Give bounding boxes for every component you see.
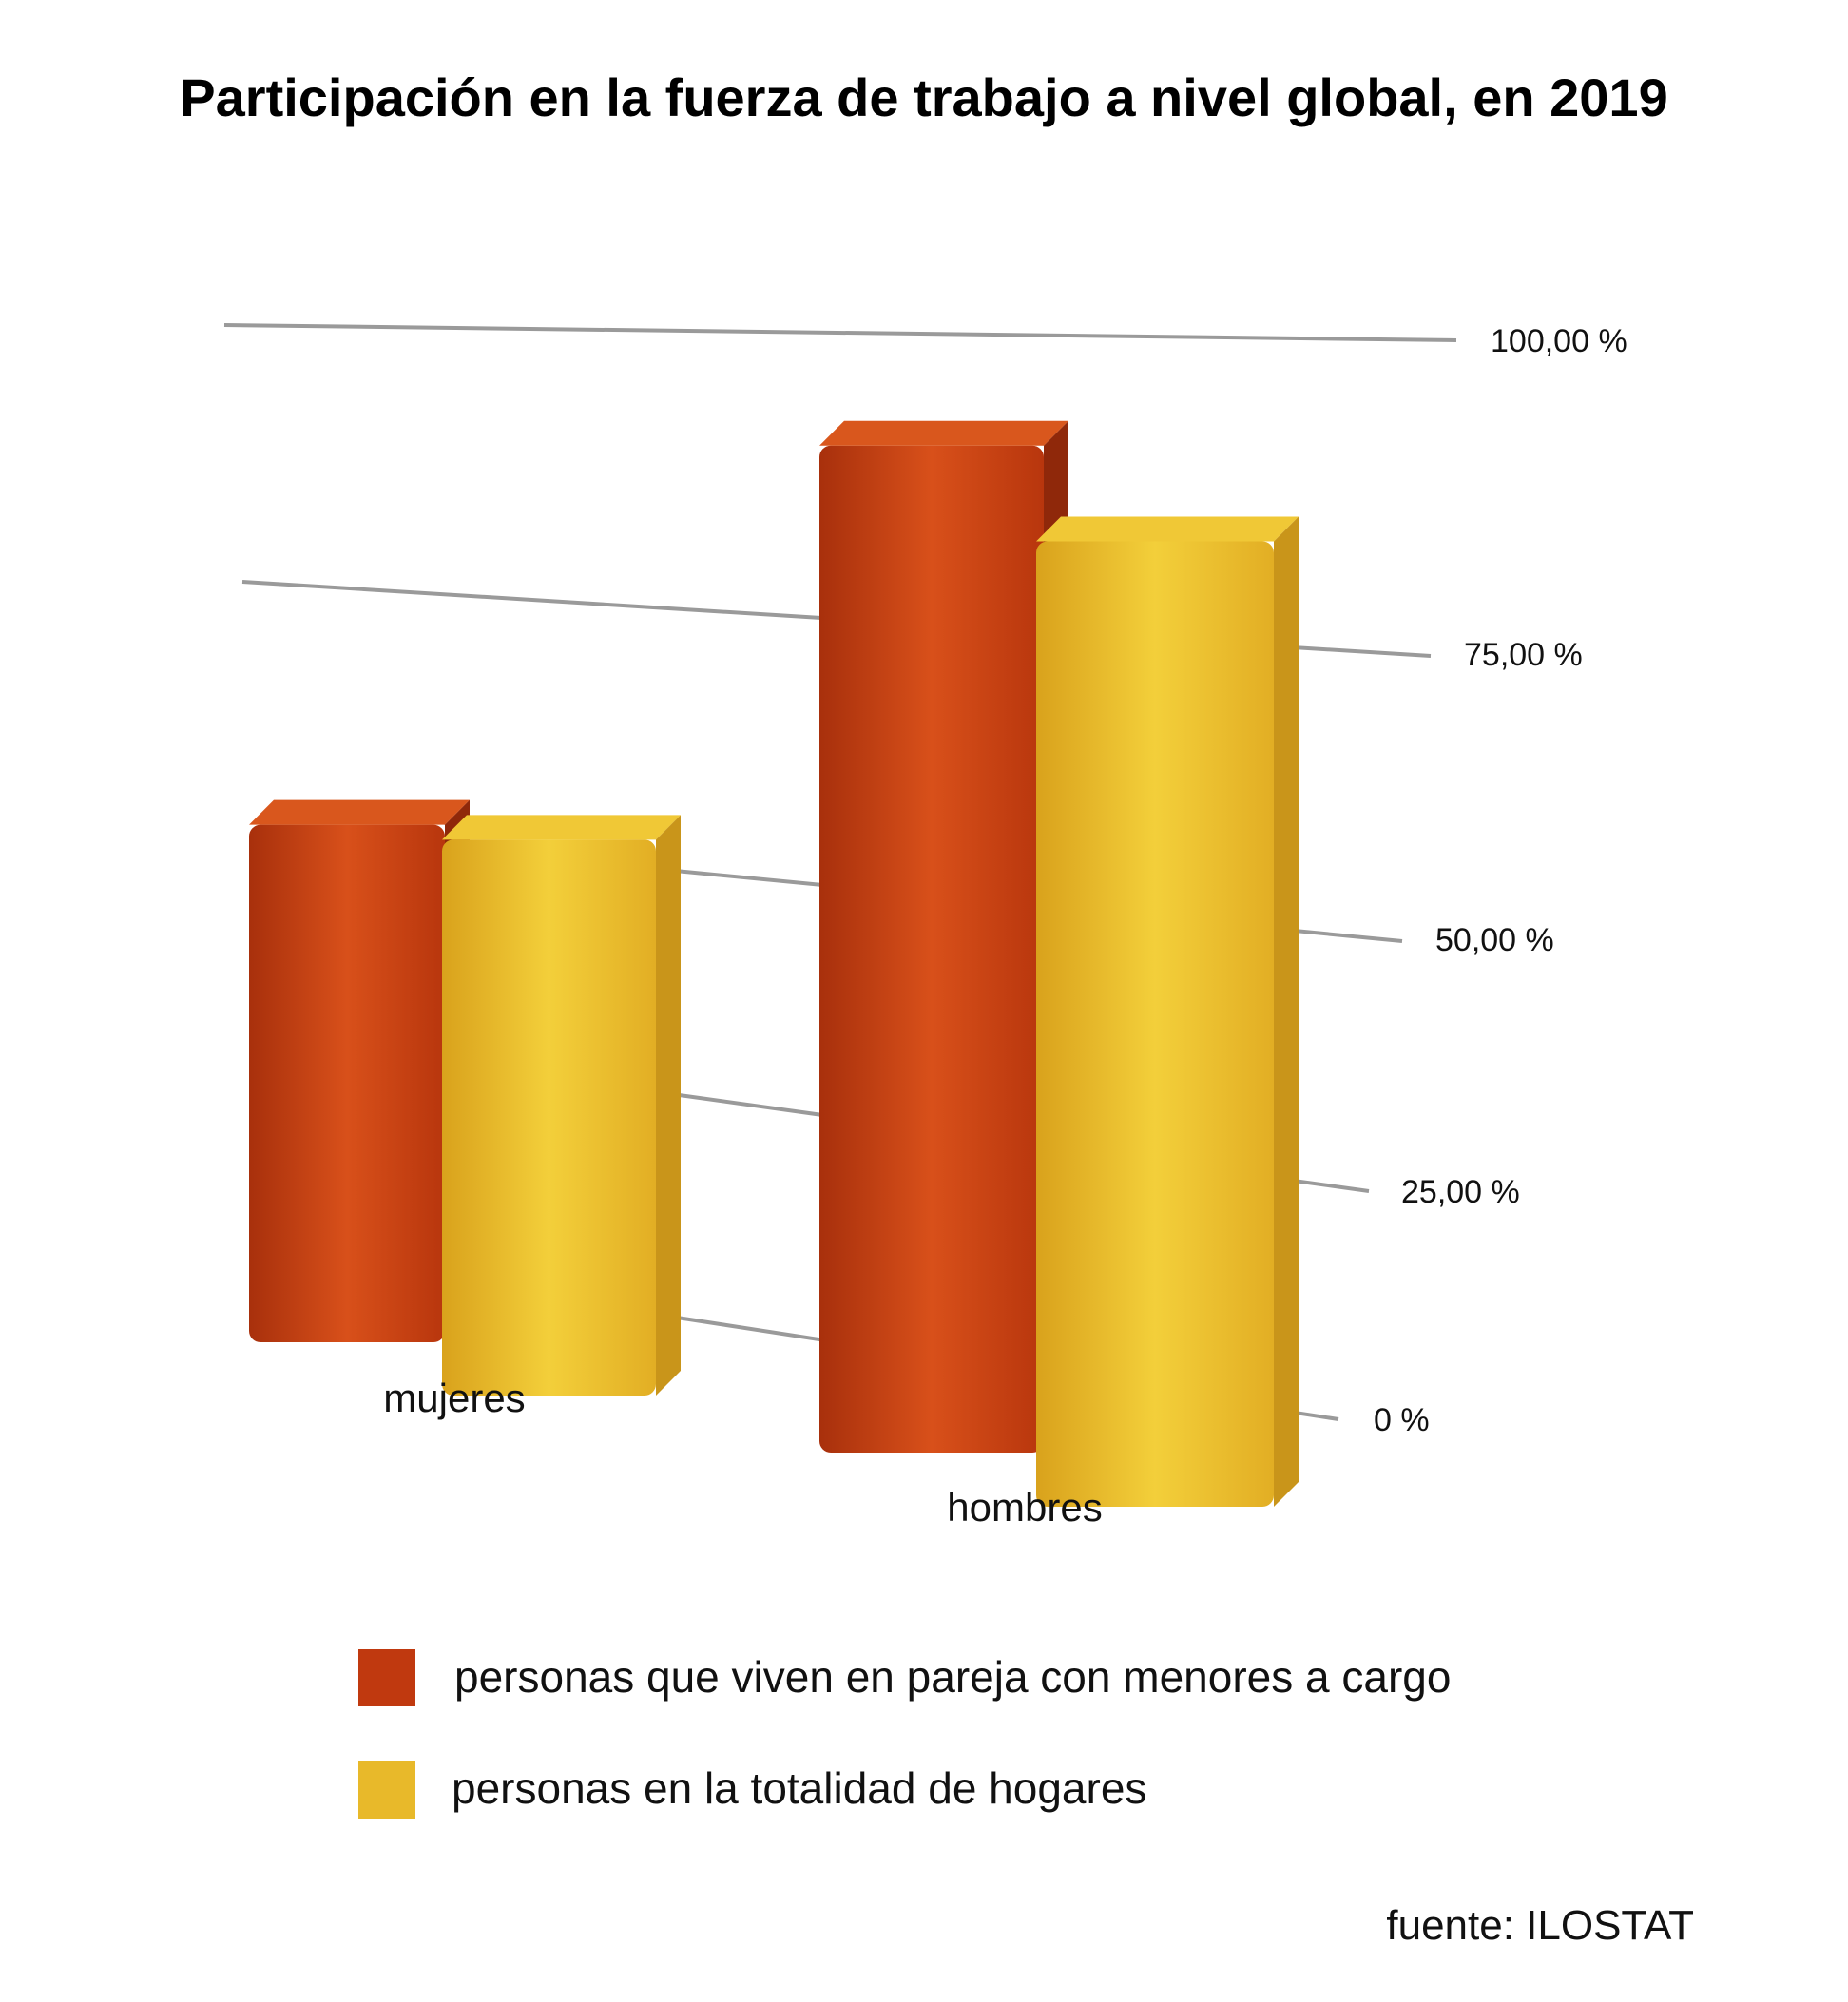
category-label-mujeres: mujeres	[383, 1376, 525, 1420]
bar-top-mujeres-series-0	[249, 799, 470, 825]
bar-top-mujeres-series-1	[442, 815, 681, 840]
y-tick-label: 100,00 %	[1491, 323, 1627, 359]
bar-top-hombres-series-0	[819, 420, 1068, 446]
y-axis-ticks: 0 % 25,00 % 50,00 % 75,00 % 100,00 %	[1374, 323, 1627, 1438]
y-tick-label: 25,00 %	[1401, 1174, 1520, 1210]
legend-swatch-series-0	[358, 1649, 415, 1706]
bar-top-hombres-series-1	[1036, 516, 1299, 542]
source-note: fuente: ILOSTAT	[1386, 1902, 1694, 1949]
bar-side-mujeres-series-1	[656, 815, 681, 1396]
y-tick-label: 0 %	[1374, 1402, 1430, 1438]
category-label-hombres: hombres	[947, 1485, 1102, 1530]
bar-hombres-series-1	[1036, 541, 1274, 1507]
legend-label-series-1: personas en la totalidad de hogares	[452, 1763, 1146, 1813]
y-tick-label: 50,00 %	[1435, 922, 1554, 958]
legend: personas que viven en pareja con menores…	[358, 1649, 1451, 1819]
bar-mujeres-series-1	[442, 839, 656, 1396]
bars	[249, 420, 1299, 1508]
y-tick-label: 75,00 %	[1464, 637, 1583, 673]
legend-label-series-0: personas que viven en pareja con menores…	[454, 1652, 1451, 1702]
bar-side-hombres-series-1	[1274, 516, 1299, 1508]
legend-swatch-series-1	[358, 1761, 415, 1819]
bar-mujeres-series-0	[249, 824, 445, 1342]
bar-hombres-series-0	[819, 445, 1044, 1453]
chart-title: Participación en la fuerza de trabajo a …	[180, 67, 1667, 127]
gridline	[223, 323, 1457, 342]
category-labels: mujeres hombres	[383, 1376, 1102, 1530]
